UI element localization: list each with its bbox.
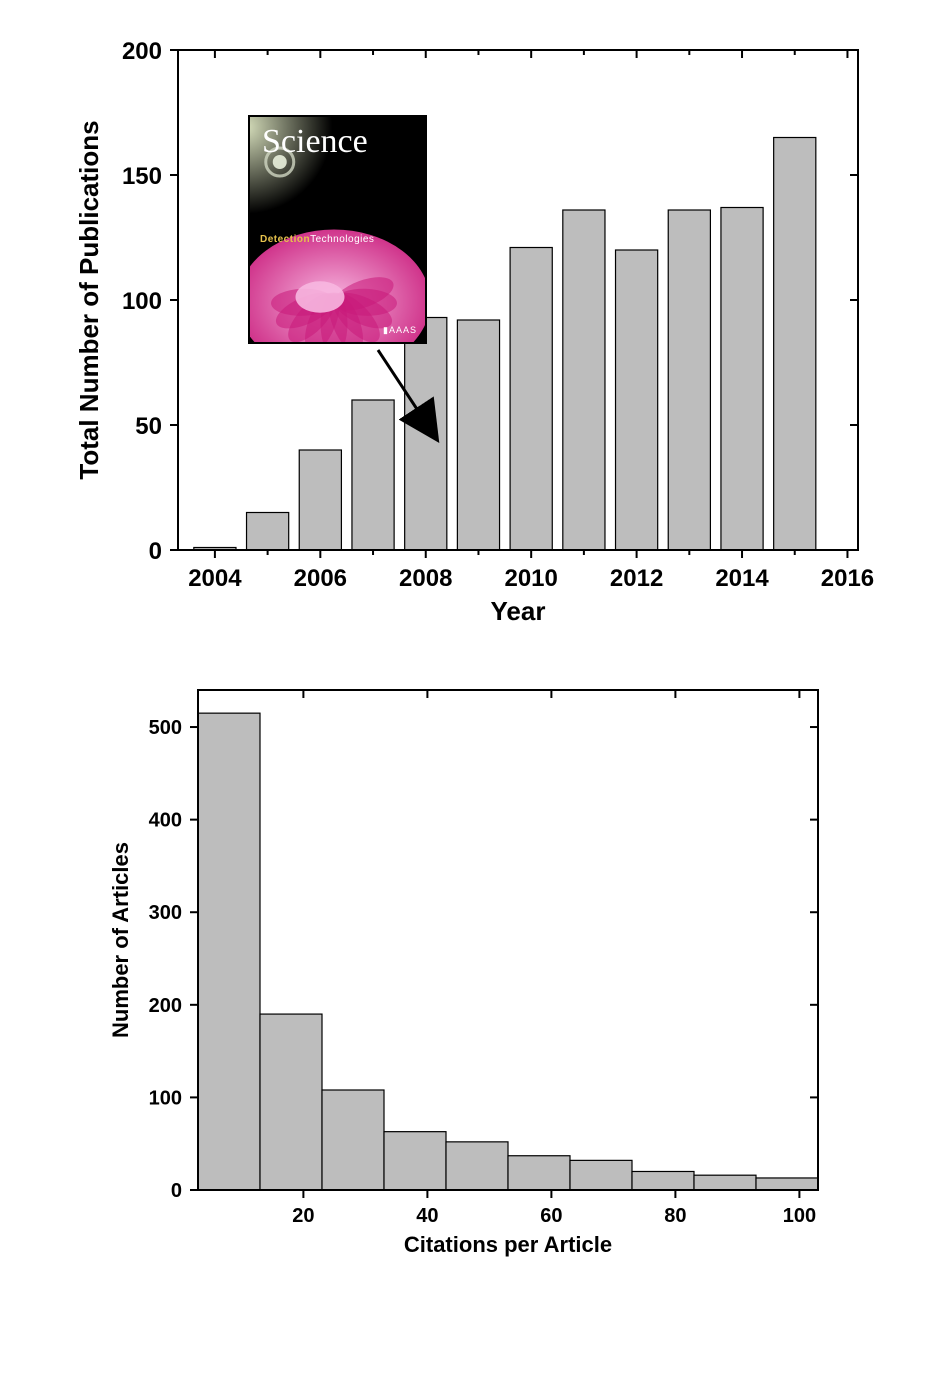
y-tick-label: 50 <box>135 413 162 440</box>
x-axis-title: Year <box>491 596 546 626</box>
histogram-bar <box>198 713 260 1190</box>
science-cover-subtitle: DetectionTechnologies <box>260 234 374 245</box>
histogram-bar <box>446 1142 508 1190</box>
bar <box>352 400 394 550</box>
y-tick-label: 0 <box>171 1180 182 1202</box>
x-tick-label: 20 <box>292 1205 314 1227</box>
x-tick-label: 2006 <box>294 565 347 592</box>
y-axis-title: Total Number of Publications <box>74 120 104 479</box>
bar <box>457 320 499 550</box>
y-tick-label: 100 <box>149 1087 182 1109</box>
x-tick-label: 60 <box>540 1205 562 1227</box>
y-axis-title: Number of Articles <box>108 842 133 1038</box>
bar <box>247 513 289 551</box>
x-axis-title: Citations per Article <box>404 1232 612 1257</box>
y-tick-label: 200 <box>122 38 162 65</box>
science-cover-title: Science <box>262 123 368 161</box>
citations-histogram-chart: 20 40 60 80 100 0 100 200 300 400 500 Citations per… <box>88 660 848 1280</box>
x-tick-label: 2012 <box>610 565 663 592</box>
y-tick-label: 150 <box>122 163 162 190</box>
x-tick-label: 2014 <box>715 565 769 592</box>
y-tick-label: 0 <box>149 538 162 565</box>
histogram-bar <box>508 1156 570 1190</box>
x-tick-label: 40 <box>416 1205 438 1227</box>
histogram-bar <box>756 1178 818 1190</box>
histogram-bar <box>260 1014 322 1190</box>
science-cover-inset: Science DetectionTechnologies ▮AAAS <box>248 115 427 344</box>
histogram-bar <box>384 1132 446 1190</box>
y-tick-label: 100 <box>122 288 162 315</box>
figure-stack: 2004200620082010201220142016050100150200… <box>0 0 936 1310</box>
histogram-bar <box>322 1090 384 1190</box>
x-tick-label: 2008 <box>399 565 452 592</box>
x-tick-label: 2004 <box>188 565 242 592</box>
bar <box>563 210 605 550</box>
x-tick-label: 2016 <box>821 565 874 592</box>
histogram-bar <box>632 1171 694 1190</box>
science-cover-publisher: ▮AAAS <box>383 325 417 336</box>
y-tick-label: 500 <box>149 717 182 739</box>
bar <box>668 210 710 550</box>
y-tick-label: 200 <box>149 995 182 1017</box>
bar <box>616 250 658 550</box>
x-tick-label: 100 <box>783 1205 816 1227</box>
publications-by-year-chart: 2004 2006 2008 2010 2012 2014 2016 0 50 100 150 200… <box>58 20 878 640</box>
bar <box>774 138 816 551</box>
bar <box>510 248 552 551</box>
histogram-bar <box>694 1175 756 1190</box>
bar <box>299 450 341 550</box>
histogram-bar <box>570 1160 632 1190</box>
y-tick-label: 300 <box>149 902 182 924</box>
x-tick-label: 80 <box>664 1205 686 1227</box>
bar <box>405 318 447 551</box>
y-tick-label: 400 <box>149 810 182 832</box>
bar <box>721 208 763 551</box>
x-tick-label: 2010 <box>504 565 557 592</box>
